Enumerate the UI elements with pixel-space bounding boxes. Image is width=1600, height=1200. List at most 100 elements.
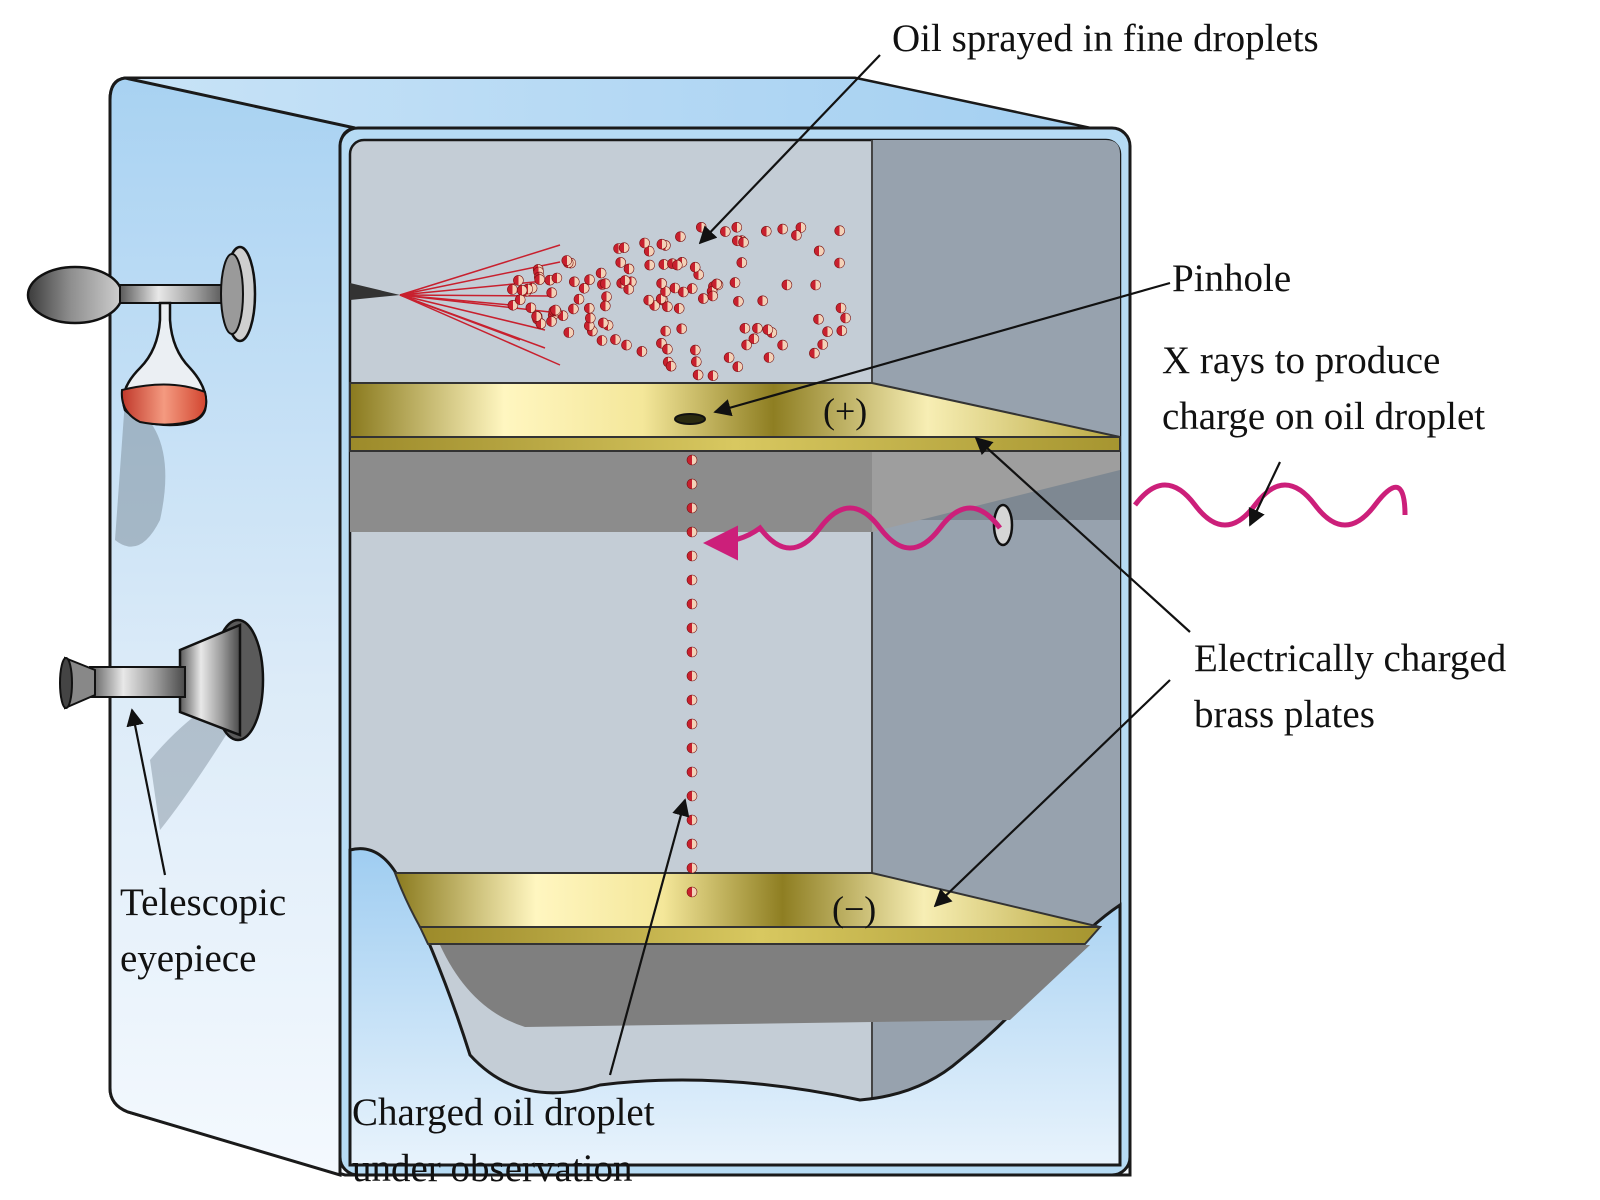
oil-droplet bbox=[656, 278, 667, 289]
telescopic-eyepiece bbox=[59, 618, 265, 830]
oil-droplet bbox=[513, 275, 524, 286]
label-pinhole: Pinhole bbox=[1172, 257, 1292, 300]
oil-droplet bbox=[619, 275, 631, 286]
oil-droplet bbox=[836, 325, 848, 337]
oil-droplet bbox=[550, 304, 561, 316]
oil-droplet bbox=[834, 257, 845, 269]
oil-droplet bbox=[835, 302, 847, 314]
oil-droplet bbox=[516, 284, 528, 296]
oil-droplet bbox=[599, 300, 611, 312]
oil-droplet bbox=[733, 296, 744, 307]
oil-droplet bbox=[507, 299, 519, 311]
oil-droplet bbox=[781, 279, 793, 291]
oil-droplet bbox=[719, 226, 731, 237]
leader-lines bbox=[126, 54, 1281, 1076]
atomizer-bulb-icon bbox=[26, 265, 124, 325]
label-xrays-line2: charge on oil droplet bbox=[1162, 395, 1486, 438]
falling-oil-droplet bbox=[686, 598, 698, 610]
oil-droplet bbox=[813, 245, 825, 257]
positive-plate-sign: (+) bbox=[823, 391, 868, 431]
falling-oil-droplet bbox=[686, 502, 698, 514]
oil-droplet bbox=[795, 222, 807, 233]
oil-droplet bbox=[671, 259, 683, 271]
oil-droplet bbox=[736, 257, 748, 268]
oil-droplet bbox=[834, 225, 846, 236]
oil-droplet bbox=[563, 327, 575, 338]
oil-droplet bbox=[568, 303, 579, 315]
falling-oil-droplet bbox=[686, 478, 698, 490]
falling-droplet-column bbox=[686, 454, 698, 898]
oil-droplet-cloud bbox=[507, 222, 851, 382]
oil-droplet bbox=[595, 267, 607, 279]
label-droplet-line2: under observation bbox=[352, 1147, 633, 1190]
oil-droplet bbox=[578, 282, 590, 294]
falling-oil-droplet bbox=[686, 622, 698, 634]
spray-lines bbox=[399, 244, 561, 366]
atomizer bbox=[26, 245, 400, 547]
oil-droplet bbox=[561, 255, 573, 266]
oil-droplet bbox=[810, 279, 822, 291]
oil-droplet bbox=[817, 339, 829, 350]
x-ray-wave bbox=[703, 482, 1408, 561]
falling-oil-droplet bbox=[686, 550, 698, 562]
oil-droplet bbox=[760, 226, 772, 237]
oil-droplet bbox=[673, 303, 685, 314]
oil-droplet bbox=[662, 301, 673, 313]
oil-droplet bbox=[643, 245, 655, 257]
falling-oil-droplet bbox=[686, 574, 698, 586]
falling-oil-droplet bbox=[686, 694, 698, 706]
oil-droplet bbox=[757, 295, 769, 307]
oil-droplet bbox=[534, 274, 546, 285]
label-eyepiece-line2: eyepiece bbox=[120, 937, 257, 980]
oil-droplet bbox=[507, 284, 518, 295]
label-xrays-line1: X rays to produce bbox=[1162, 339, 1441, 382]
falling-oil-droplet bbox=[686, 526, 698, 538]
falling-oil-droplet bbox=[686, 838, 698, 850]
oil-droplet bbox=[731, 222, 743, 233]
oil-droplet bbox=[584, 312, 596, 324]
oil-droplet bbox=[777, 223, 789, 235]
label-oil-sprayed: Oil sprayed in fine droplets bbox=[892, 17, 1319, 60]
oil-droplet bbox=[525, 302, 537, 314]
oil-droplet bbox=[597, 317, 609, 329]
oil-droplet bbox=[822, 326, 833, 338]
oil-droplet bbox=[809, 347, 820, 359]
oil-droplet bbox=[675, 231, 686, 242]
oil-droplet bbox=[813, 313, 824, 325]
oil-droplet bbox=[748, 333, 760, 345]
oil-droplet bbox=[738, 237, 749, 248]
oil-droplet bbox=[689, 261, 701, 273]
oil-droplet bbox=[741, 339, 752, 351]
label-plates-line2: brass plates bbox=[1194, 693, 1375, 736]
oil-droplet bbox=[665, 360, 677, 372]
oil-droplet bbox=[660, 325, 672, 337]
pinhole bbox=[674, 413, 706, 425]
lower-brass-plate bbox=[393, 872, 1103, 945]
label-droplet-line1: Charged oil droplet bbox=[352, 1091, 655, 1134]
oil-droplet bbox=[610, 334, 621, 345]
falling-oil-droplet bbox=[686, 814, 698, 826]
oil-droplet bbox=[639, 237, 650, 249]
oil-droplet bbox=[546, 316, 557, 327]
falling-oil-droplet bbox=[686, 742, 698, 754]
falling-oil-droplet bbox=[686, 790, 698, 802]
oil-droplet bbox=[596, 335, 608, 346]
oil-droplet bbox=[707, 290, 719, 302]
oil-droplet bbox=[644, 259, 656, 271]
falling-oil-droplet bbox=[686, 886, 698, 898]
oil-droplet bbox=[791, 230, 802, 241]
falling-oil-droplet bbox=[686, 670, 698, 682]
oil-droplet bbox=[840, 312, 851, 324]
oil-droplet bbox=[711, 278, 723, 290]
falling-oil-droplet bbox=[686, 646, 698, 658]
falling-oil-droplet bbox=[686, 718, 698, 730]
oil-droplet bbox=[615, 257, 627, 268]
oil-droplet bbox=[573, 293, 585, 305]
oil-droplet bbox=[763, 352, 775, 363]
oil-droplet bbox=[695, 222, 707, 233]
oil-droplet bbox=[656, 238, 668, 250]
label-eyepiece-line1: Telescopic bbox=[120, 881, 287, 924]
falling-oil-droplet bbox=[686, 454, 698, 466]
